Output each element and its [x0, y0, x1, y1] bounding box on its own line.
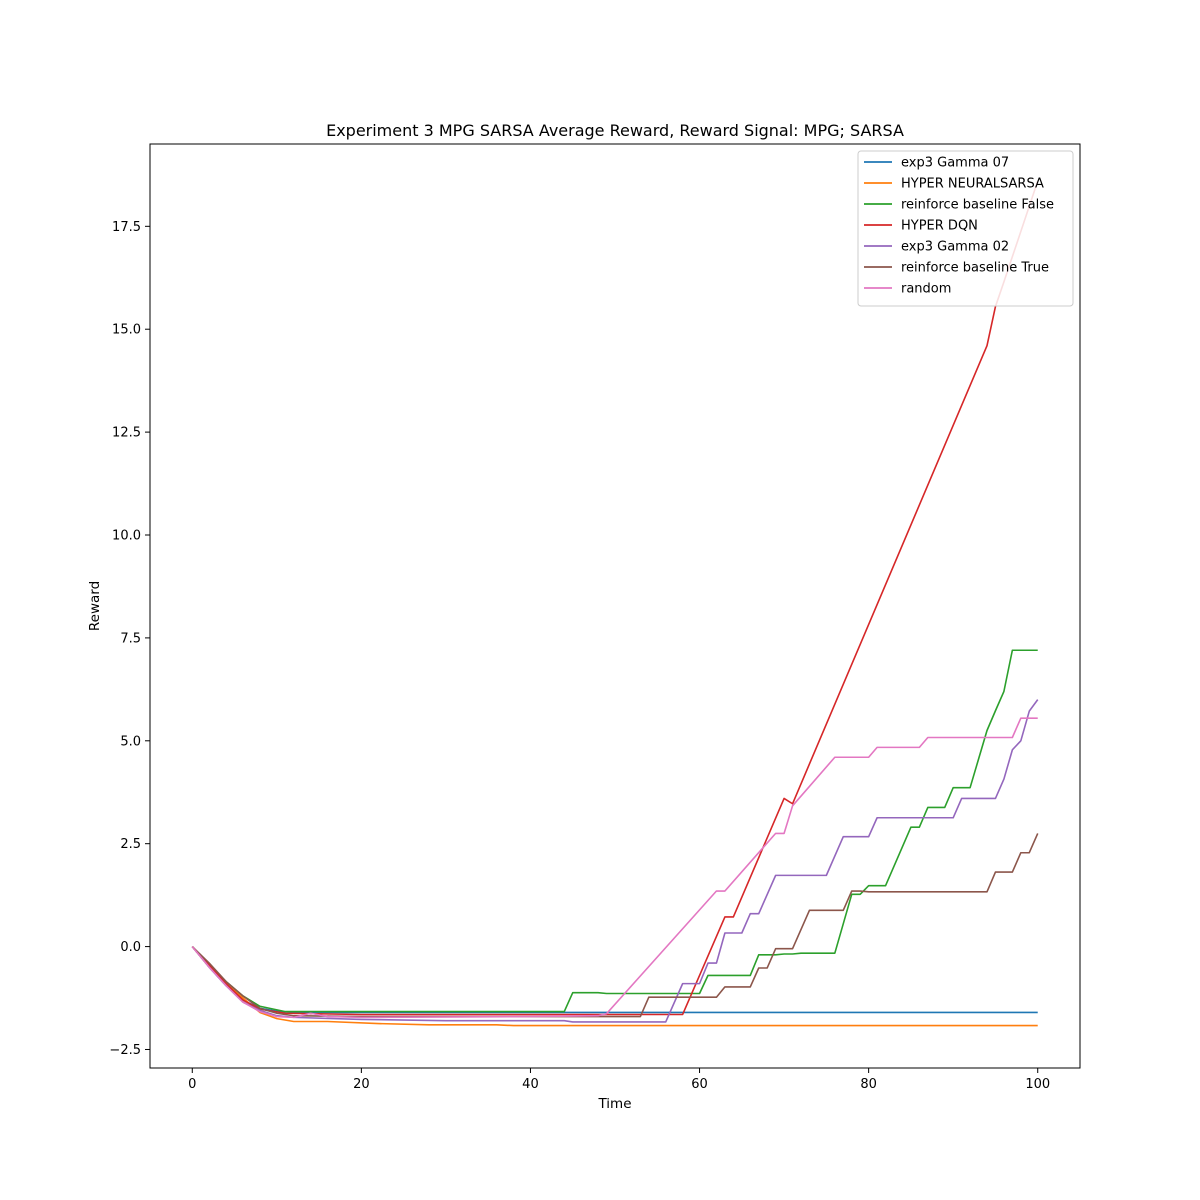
- plot-area: [149, 143, 1081, 1069]
- legend-entry: reinforce baseline True: [901, 261, 1049, 276]
- x-tick-label: 0: [188, 1077, 196, 1092]
- y-tick-label: 0.0: [120, 940, 141, 955]
- x-tick-label: 40: [522, 1077, 539, 1092]
- series-layer: [191, 180, 1039, 1027]
- x-tick-label: 20: [353, 1077, 370, 1092]
- legend-entry: HYPER NEURALSARSA: [901, 177, 1044, 192]
- legend: exp3 Gamma 07 HYPER NEURALSARSA reinforce …: [857, 150, 1074, 307]
- series-line-6: [191, 833, 1039, 1018]
- y-axis: −2.5 0.0 2.5 5.0 7.5 10.0 12.5 15.0 17.5: [109, 220, 150, 1058]
- y-tick-label: −2.5: [109, 1043, 141, 1058]
- x-tick-label: 60: [691, 1077, 708, 1092]
- y-axis-label: Reward: [87, 581, 103, 631]
- y-tick-label: 7.5: [120, 631, 141, 646]
- series-line-1: [191, 946, 1038, 1014]
- legend-box: [857, 150, 1074, 307]
- y-tick-label: 2.5: [120, 837, 141, 852]
- series-line-4: [191, 180, 1039, 1016]
- x-tick-label: 100: [1025, 1077, 1050, 1092]
- legend-entry: exp3 Gamma 02: [901, 240, 1009, 255]
- y-tick-label: 17.5: [112, 220, 141, 235]
- legend-entry: random: [901, 282, 951, 297]
- plot-frame: [149, 143, 1081, 1069]
- series-line-7: [191, 717, 1038, 1019]
- x-axis: 0 20 40 60 80 100: [188, 1068, 1050, 1092]
- legend-entry: reinforce baseline False: [901, 198, 1054, 213]
- chart-title: Experiment 3 MPG SARSA Average Reward, R…: [326, 121, 904, 140]
- y-tick-label: 12.5: [112, 426, 141, 441]
- y-tick-label: 10.0: [112, 529, 141, 544]
- series-line-3: [191, 649, 1038, 1013]
- x-axis-label: Time: [597, 1096, 631, 1112]
- y-tick-label: 15.0: [112, 323, 141, 338]
- x-tick-label: 80: [860, 1077, 877, 1092]
- y-tick-label: 5.0: [120, 734, 141, 749]
- legend-entry: HYPER DQN: [901, 219, 978, 234]
- legend-entry: exp3 Gamma 07: [901, 156, 1009, 171]
